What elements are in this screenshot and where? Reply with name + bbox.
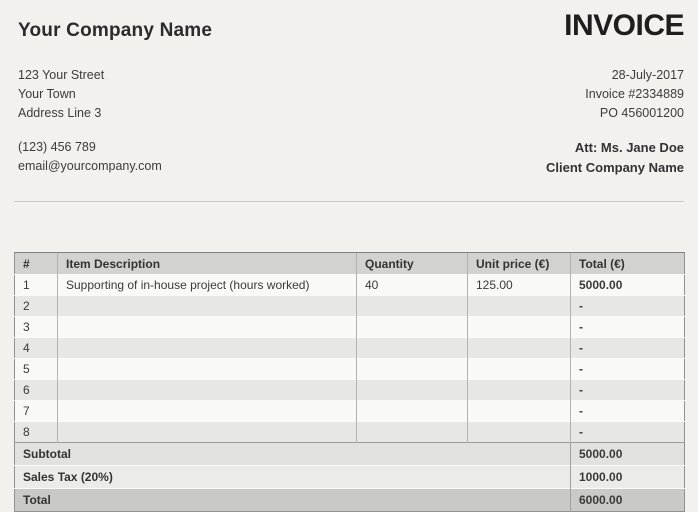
total-row: Total 6000.00 [14, 488, 685, 512]
col-header-unit-price: Unit price (€) [467, 252, 571, 275]
row-number-cell: 4 [23, 341, 30, 355]
unit-price-cell [467, 358, 571, 380]
table-row: 7 - [14, 400, 685, 422]
table-row: 2 - [14, 295, 685, 317]
row-number-cell: 6 [23, 383, 30, 397]
row-number-cell: 5 [23, 362, 30, 376]
total-label: Total [23, 493, 51, 507]
invoice-table: # Item Description Quantity Unit price (… [14, 252, 685, 512]
total-cell: - [570, 379, 685, 401]
row-number-cell: 7 [23, 404, 30, 418]
unit-price-cell [467, 421, 571, 443]
subtotal-value: 5000.00 [570, 442, 685, 466]
company-contact-block: (123) 456 789 email@yourcompany.com [18, 138, 162, 176]
meta-section: 123 Your Street Your Town Address Line 3… [0, 66, 698, 178]
item-description-cell [57, 379, 357, 401]
quantity-cell [356, 421, 468, 443]
row-number-cell: 3 [23, 320, 30, 334]
item-description-cell [57, 337, 357, 359]
col-header-quantity: Quantity [356, 252, 468, 275]
company-email: email@yourcompany.com [18, 159, 162, 173]
table-summary: Subtotal 5000.00 Sales Tax (20%) 1000.00… [14, 442, 685, 512]
item-description-cell: Supporting of in-house project (hours wo… [57, 274, 357, 296]
total-cell: - [570, 358, 685, 380]
header: Your Company Name INVOICE [0, 0, 698, 42]
subtotal-label: Subtotal [23, 447, 71, 461]
table-row: 1 Supporting of in-house project (hours … [14, 274, 685, 296]
unit-price-cell [467, 337, 571, 359]
sales-tax-row: Sales Tax (20%) 1000.00 [14, 465, 685, 489]
table-row: 3 - [14, 316, 685, 338]
row-number-cell: 1 [23, 278, 30, 292]
unit-price-cell [467, 295, 571, 317]
total-cell: - [570, 316, 685, 338]
invoice-title: INVOICE [564, 9, 684, 42]
total-cell: 5000.00 [570, 274, 685, 296]
subtotal-row: Subtotal 5000.00 [14, 442, 685, 466]
quantity-cell [356, 295, 468, 317]
client-block: Att: Ms. Jane Doe Client Company Name [546, 138, 684, 178]
quantity-cell [356, 358, 468, 380]
client-company-name: Client Company Name [546, 160, 684, 175]
quantity-cell [356, 379, 468, 401]
table-row: 5 - [14, 358, 685, 380]
unit-price-cell: 125.00 [467, 274, 571, 296]
company-address-block: 123 Your Street Your Town Address Line 3 [18, 66, 162, 123]
sales-tax-label: Sales Tax (20%) [23, 470, 113, 484]
header-divider [14, 201, 684, 202]
total-cell: - [570, 400, 685, 422]
unit-price-cell [467, 316, 571, 338]
table-row: 8 - [14, 421, 685, 443]
quantity-cell [356, 316, 468, 338]
company-address-line-2: Your Town [18, 87, 76, 101]
table-row: 4 - [14, 337, 685, 359]
item-description-cell [57, 358, 357, 380]
quantity-cell [356, 400, 468, 422]
item-description-cell [57, 400, 357, 422]
invoice-meta-block: 28-July-2017 Invoice #2334889 PO 4560012… [546, 66, 684, 123]
row-number-cell: 8 [23, 425, 30, 439]
table-body: 1 Supporting of in-house project (hours … [14, 274, 685, 443]
item-description-cell [57, 316, 357, 338]
col-header-description: Item Description [57, 252, 357, 275]
invoice-date: 28-July-2017 [611, 68, 684, 82]
table-header-row: # Item Description Quantity Unit price (… [14, 252, 685, 275]
unit-price-cell [467, 400, 571, 422]
total-cell: - [570, 337, 685, 359]
invoice-details: 28-July-2017 Invoice #2334889 PO 4560012… [546, 66, 684, 178]
total-cell: - [570, 421, 685, 443]
quantity-cell: 40 [356, 274, 468, 296]
company-address-line-3: Address Line 3 [18, 106, 102, 120]
item-description-cell [57, 421, 357, 443]
sales-tax-value: 1000.00 [570, 465, 685, 489]
invoice-attention: Att: Ms. Jane Doe [574, 140, 684, 155]
quantity-cell [356, 337, 468, 359]
total-cell: - [570, 295, 685, 317]
company-phone: (123) 456 789 [18, 140, 96, 154]
invoice-number: Invoice #2334889 [585, 87, 684, 101]
invoice-po-number: PO 456001200 [599, 106, 684, 120]
company-name: Your Company Name [18, 20, 213, 41]
table-header: # Item Description Quantity Unit price (… [14, 252, 685, 275]
total-value: 6000.00 [570, 488, 685, 512]
item-description-cell [57, 295, 357, 317]
col-header-total: Total (€) [570, 252, 685, 275]
row-number-cell: 2 [23, 299, 30, 313]
company-details: 123 Your Street Your Town Address Line 3… [18, 66, 162, 178]
company-address-line-1: 123 Your Street [18, 68, 105, 82]
unit-price-cell [467, 379, 571, 401]
col-header-number: # [14, 252, 58, 275]
table-row: 6 - [14, 379, 685, 401]
